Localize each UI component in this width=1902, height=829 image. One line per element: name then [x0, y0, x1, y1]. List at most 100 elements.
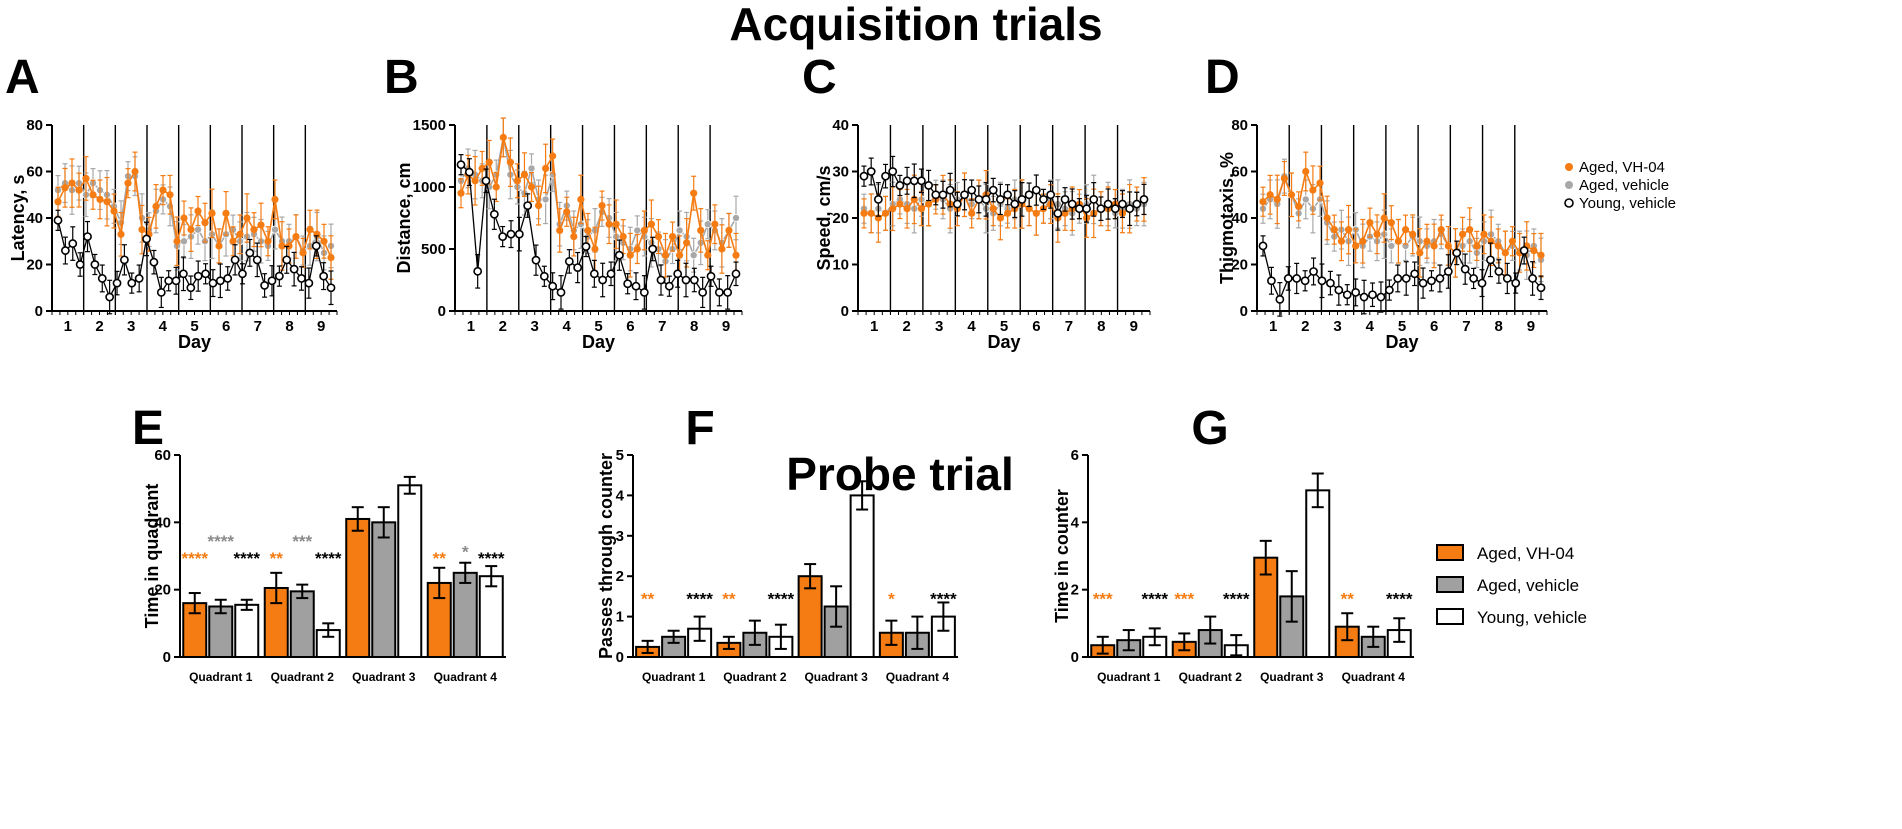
data-point: [1536, 283, 1546, 293]
data-point: [881, 209, 890, 217]
day-label: 1: [1269, 318, 1277, 335]
data-point: [967, 185, 977, 195]
data-point: [267, 276, 277, 286]
data-point: [68, 179, 76, 187]
data-point: [938, 190, 948, 200]
data-point: [1118, 199, 1127, 209]
data-point: [584, 226, 592, 234]
data-point: [1283, 274, 1293, 283]
x-axis-label: Day: [1385, 332, 1418, 352]
day-label: 4: [967, 318, 976, 335]
significance-stars: ***: [292, 532, 312, 551]
data-point: [292, 233, 300, 241]
data-point: [925, 200, 933, 208]
data-point: [619, 233, 627, 241]
bar: [397, 484, 423, 658]
acquisition-title: Acquisition trials: [729, 0, 1102, 50]
y-tick-label: 40: [26, 210, 43, 227]
data-point: [996, 194, 1005, 204]
data-point: [1273, 195, 1281, 203]
data-point: [523, 201, 533, 210]
data-point: [1435, 274, 1445, 283]
panel-d: D 0 20 40 60 80 Thigmotaxis, % Day 1 2 3 4 5 6 7 8 9: [1205, 51, 1548, 352]
category-label: Quadrant 2: [723, 670, 787, 684]
data-point: [1259, 198, 1267, 206]
x-axis-label: Day: [582, 332, 615, 352]
data-point: [271, 195, 279, 203]
series-young-vehicle: [1258, 235, 1546, 317]
data-point: [1401, 226, 1410, 234]
data-point: [230, 255, 240, 265]
series-aged-vehicle: [456, 117, 741, 284]
category-label: Quadrant 1: [1097, 670, 1161, 684]
data-point: [563, 208, 571, 216]
day-label: 4: [562, 318, 571, 335]
data-point: [968, 209, 976, 217]
day-label: 5: [1398, 318, 1406, 335]
category-label: Quadrant 4: [434, 670, 498, 684]
data-point: [1387, 241, 1396, 250]
data-point: [1410, 269, 1420, 279]
data-point: [917, 205, 926, 213]
data-point: [1139, 194, 1149, 204]
bar: [289, 590, 315, 658]
data-point: [598, 202, 606, 210]
data-point: [1024, 190, 1034, 200]
data-point: [527, 183, 536, 191]
data-point: [1089, 194, 1099, 204]
y-axis-label: Time in quadrant: [142, 484, 162, 629]
data-point: [120, 255, 129, 265]
data-point: [1039, 194, 1048, 204]
data-point: [297, 274, 306, 283]
data-point: [896, 200, 904, 208]
data-point: [238, 269, 247, 279]
data-point: [639, 287, 649, 297]
data-point: [1132, 199, 1142, 209]
day-label: 3: [531, 318, 539, 335]
data-point: [473, 266, 483, 276]
data-point: [909, 176, 919, 186]
panel-b: B 0 500 1000 1500 Distance, cm Day 1 2 3 4 5 6 7 8 9: [384, 51, 743, 352]
data-point: [278, 242, 286, 250]
bar: [1305, 489, 1331, 658]
y-tick-label: 0: [438, 303, 446, 320]
data-point: [194, 207, 202, 215]
data-point: [1444, 242, 1452, 250]
significance-stars: ****: [768, 589, 795, 608]
legend-label: Aged, vehicle: [1579, 177, 1669, 194]
series-aged-vh-04: [54, 151, 335, 280]
data-point: [464, 167, 474, 177]
data-point: [179, 237, 188, 246]
significance-stars: ****: [930, 589, 957, 608]
x-axis-label: Day: [987, 332, 1020, 352]
day-label: 8: [1097, 318, 1105, 335]
significance-stars: ***: [1174, 589, 1194, 608]
data-point: [186, 283, 196, 293]
y-tick-label: 0: [616, 649, 624, 666]
data-point: [103, 198, 111, 206]
data-point: [1430, 242, 1438, 250]
y-tick-label: 10: [832, 257, 849, 274]
data-point: [668, 233, 677, 241]
data-point: [888, 167, 898, 176]
data-point: [924, 181, 934, 190]
series-aged-vh-04: [1259, 151, 1545, 278]
category-label: Quadrant 2: [1179, 670, 1243, 684]
data-point: [1074, 204, 1084, 214]
data-point: [1494, 242, 1502, 250]
data-point: [895, 181, 905, 190]
data-point: [1460, 264, 1470, 274]
data-point: [514, 229, 524, 239]
data-point: [223, 274, 233, 283]
data-point: [1280, 174, 1288, 183]
panel-label: D: [1205, 51, 1240, 104]
data-point: [673, 269, 683, 279]
data-point: [664, 281, 674, 291]
data-point: [866, 167, 876, 176]
day-label: 1: [467, 318, 475, 335]
panel-label: G: [1191, 402, 1228, 455]
data-point: [289, 264, 299, 274]
data-point: [513, 177, 522, 185]
data-point: [117, 230, 125, 238]
